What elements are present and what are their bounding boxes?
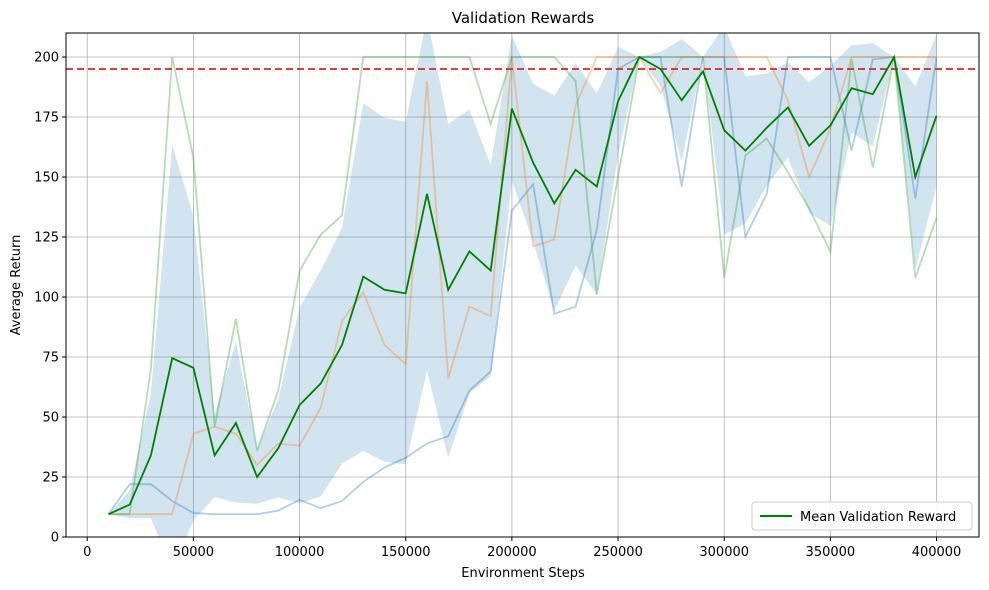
x-tick-label: 300000	[699, 545, 749, 560]
y-tick-label: 150	[34, 171, 59, 186]
y-tick-label: 125	[34, 231, 59, 246]
run-line-3	[108, 56, 938, 516]
x-tick-label: 100000	[275, 545, 325, 560]
y-tick-label: 50	[42, 411, 59, 426]
x-axis: 0 50000 100000 150000 200000 250000 300000 3500…	[83, 537, 961, 560]
legend-label-mean: Mean Validation Reward	[800, 510, 956, 525]
mean-validation-reward-line	[108, 54, 938, 516]
x-tick-label: 150000	[381, 545, 431, 560]
mean-line-group	[108, 54, 938, 516]
y-tick-label: 0	[51, 531, 59, 546]
plot-area	[65, 32, 980, 538]
y-tick-label: 25	[42, 471, 59, 486]
x-tick-label: 400000	[912, 545, 962, 560]
x-tick-label: 200000	[487, 545, 537, 560]
y-axis-label: Average Return	[9, 235, 24, 336]
legend: Mean Validation Reward	[751, 501, 973, 531]
y-tick-label: 75	[42, 351, 59, 366]
run-line-1	[107, 56, 938, 516]
y-tick-label: 100	[34, 291, 59, 306]
x-tick-label: 50000	[173, 545, 214, 560]
x-tick-label: 0	[83, 545, 91, 560]
grid	[66, 33, 979, 538]
std-band	[108, 33, 937, 537]
legend-box	[751, 501, 973, 531]
y-tick-label: 175	[34, 111, 59, 126]
x-tick-label: 250000	[593, 545, 643, 560]
x-axis-label: Environment Steps	[461, 566, 585, 581]
y-tick-label: 200	[34, 51, 59, 66]
chart-title: Validation Rewards	[452, 9, 595, 27]
x-tick-label: 350000	[806, 545, 856, 560]
plot-frame	[65, 32, 980, 538]
y-axis: 0 25 50 75 100 125 150 175 200	[34, 51, 66, 546]
